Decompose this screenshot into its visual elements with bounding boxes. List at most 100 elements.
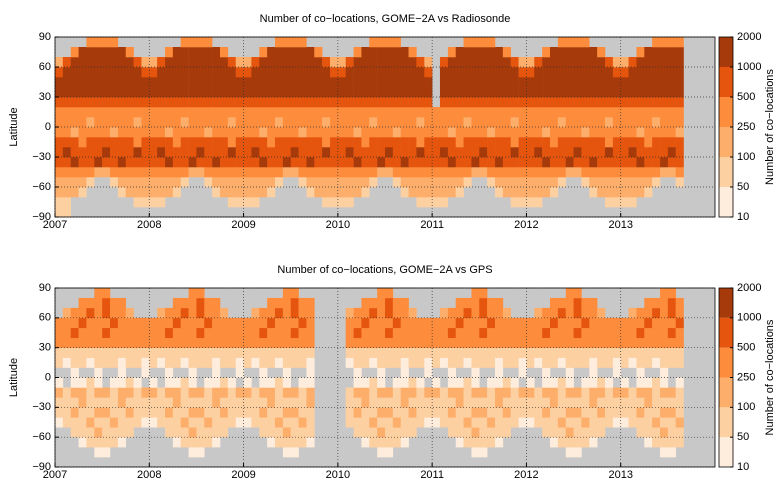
heat-cell [518, 77, 527, 88]
heat-cell [510, 107, 519, 118]
heat-cell [188, 87, 197, 98]
heat-cell [62, 397, 71, 408]
heat-cell [392, 107, 401, 118]
heat-cell [463, 427, 472, 438]
heat-cell [557, 377, 566, 388]
heat-cell [392, 47, 401, 58]
heat-cell [353, 157, 362, 168]
heat-cell [196, 117, 205, 128]
heat-cell [667, 417, 676, 428]
heat-cell [597, 177, 606, 188]
heat-cell [109, 37, 119, 48]
heat-cell [510, 117, 519, 128]
heat-cell [78, 317, 87, 329]
heat-cell [652, 57, 661, 68]
heat-cell [455, 67, 464, 78]
heat-cell [196, 147, 205, 158]
heat-cell [361, 377, 370, 388]
heat-cell [432, 147, 441, 158]
heat-cell [290, 47, 299, 58]
heat-cell [479, 47, 488, 58]
heat-cell [133, 387, 142, 398]
heat-cell [675, 307, 684, 319]
heat-cell [542, 77, 551, 88]
heat-cell [298, 377, 307, 388]
heat-cell [416, 337, 425, 348]
heat-cell [597, 317, 606, 329]
heat-cell [345, 127, 354, 138]
heat-cell [180, 147, 189, 158]
heat-cell [102, 137, 111, 148]
heat-cell [212, 407, 221, 418]
heat-cell [628, 87, 637, 98]
heat-cell [612, 197, 622, 208]
heat-cell [392, 147, 401, 158]
heat-cell [502, 127, 511, 138]
heat-cell [157, 147, 166, 158]
heat-cell [125, 147, 134, 158]
heat-cell [479, 37, 488, 48]
heat-cell [157, 87, 166, 98]
heat-cell [290, 427, 299, 438]
heat-cell [392, 377, 401, 388]
heat-cell [675, 427, 684, 438]
heat-cell [267, 147, 276, 158]
heat-cell [471, 117, 480, 128]
heat-cell [117, 87, 127, 98]
heat-cell [660, 447, 669, 458]
heat-cell [518, 417, 527, 428]
heat-cell [298, 47, 307, 58]
heat-cell [565, 157, 574, 168]
heat-cell [102, 288, 111, 299]
colorbar-tick-label: 2000 [737, 282, 761, 294]
heat-cell [149, 187, 158, 198]
heat-cell [78, 327, 87, 339]
heat-cell [455, 317, 464, 329]
heat-cell [495, 157, 504, 168]
heat-cell [667, 317, 676, 329]
heat-cell [227, 357, 236, 368]
heat-cell [369, 127, 378, 138]
heat-cell [534, 137, 543, 148]
heat-cell [298, 127, 307, 138]
heat-cell [589, 57, 598, 68]
heat-cell [361, 47, 370, 58]
heat-cell [495, 87, 504, 98]
x-tick-label: 2010 [326, 469, 350, 481]
heat-cell [408, 317, 417, 329]
heat-cell [282, 107, 292, 118]
heat-cell [86, 337, 95, 348]
heat-cell [94, 447, 103, 458]
heat-cell [180, 47, 189, 58]
heat-cell [400, 47, 409, 58]
heat-cell [196, 107, 205, 118]
heat-cell [667, 297, 676, 309]
heat-cell [243, 197, 252, 208]
heat-cell [298, 397, 307, 408]
heat-cell [557, 337, 566, 348]
heat-cell [385, 87, 394, 98]
heat-cell [589, 297, 598, 309]
heat-cell [172, 87, 181, 98]
heat-cell [94, 137, 103, 148]
heat-cell [660, 397, 669, 408]
heat-cell [274, 107, 284, 118]
heat-cell [243, 327, 252, 339]
heat-cell [589, 307, 598, 319]
heat-cell [534, 127, 543, 138]
heat-cell [557, 357, 566, 368]
heat-cell [636, 97, 645, 108]
heat-cell [102, 307, 111, 319]
heat-cell [204, 307, 213, 319]
heat-cell [660, 337, 669, 348]
heat-cell [667, 167, 676, 178]
heat-cell [102, 37, 111, 48]
heat-cell [86, 127, 95, 138]
heat-cell [117, 337, 127, 348]
heat-cell [149, 177, 158, 188]
heat-cell [165, 327, 174, 339]
heat-cell [180, 97, 189, 108]
heat-cell [165, 47, 174, 58]
heat-cell [188, 117, 197, 128]
heat-cell [204, 297, 213, 309]
